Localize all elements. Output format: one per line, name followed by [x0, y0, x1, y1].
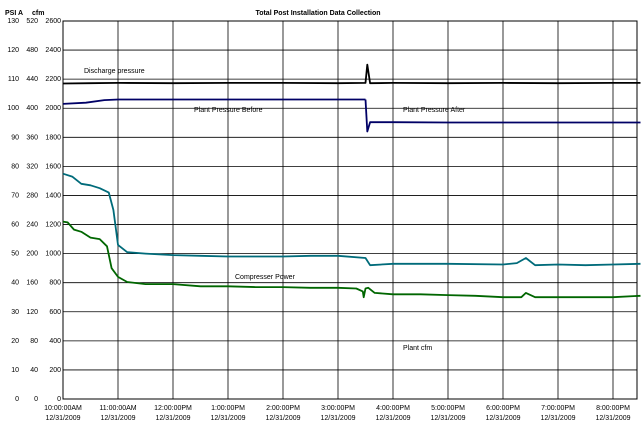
y-tick-label-psi: 10	[11, 367, 19, 374]
y-tick-label-kw: 160	[26, 280, 38, 287]
series-layer	[62, 63, 641, 299]
y-tick-label-psi: 130	[7, 18, 19, 25]
x-tick-date: 12/31/2009	[485, 415, 520, 422]
y-tick-label-kw: 120	[26, 309, 38, 316]
x-tick-date: 12/31/2009	[45, 415, 80, 422]
y-tick-label-kw: 280	[26, 192, 38, 199]
y-tick-label-kw: 360	[26, 134, 38, 141]
annotation-discharge-pressure: Discharge pressure	[84, 68, 145, 75]
series-line-plant-cfm	[62, 172, 641, 267]
y-tick-label-psi: 0	[15, 396, 19, 403]
x-tick-time: 6:00:00PM	[486, 405, 520, 412]
y-tick-label-psi: 80	[11, 163, 19, 170]
x-tick-time: 5:00:00PM	[431, 405, 465, 412]
y-tick-label-kw: 440	[26, 76, 38, 83]
y-tick-label-kw: 320	[26, 163, 38, 170]
y-tick-label-cfm: 2600	[45, 18, 61, 25]
y-tick-label-cfm: 400	[49, 338, 61, 345]
y-tick-label-psi: 100	[7, 105, 19, 112]
plot-area	[62, 20, 638, 400]
annotation-compresser-power: Compresser Power	[235, 274, 296, 281]
x-tick-date: 12/31/2009	[265, 415, 300, 422]
x-tick-time: 8:00:00PM	[596, 405, 630, 412]
y-tick-label-psi: 110	[8, 76, 19, 83]
x-tick-date: 12/31/2009	[375, 415, 410, 422]
y-tick-label-psi: 50	[11, 251, 19, 258]
y-tick-label-psi: 70	[11, 192, 19, 199]
y-tick-label-cfm: 1600	[45, 163, 61, 170]
y-tick-label-cfm: 800	[49, 280, 61, 287]
x-tick-time: 1:00:00PM	[211, 405, 245, 412]
series-line-compresser-power	[62, 220, 641, 299]
y-tick-label-cfm: 0	[57, 396, 61, 403]
plot-frame	[62, 20, 638, 400]
y-tick-label-psi: 30	[11, 309, 19, 316]
x-tick-time: 10:00:00AM	[44, 405, 82, 412]
series-line-plant-pressure-before	[62, 98, 366, 105]
y-tick-label-cfm: 2400	[45, 47, 61, 54]
y-axis-ticks: 1301201101009080706050403020100520480440…	[7, 18, 61, 403]
y-tick-label-cfm: 1000	[45, 251, 61, 258]
x-tick-time: 11:00:00AM	[99, 405, 136, 412]
y-tick-label-cfm: 1800	[45, 134, 61, 141]
y-tick-label-kw: 200	[26, 251, 38, 258]
series-line-plant-pressure-after	[364, 99, 641, 133]
y-tick-label-cfm: 200	[49, 367, 61, 374]
x-tick-date: 12/31/2009	[100, 415, 135, 422]
x-tick-date: 12/31/2009	[210, 415, 245, 422]
x-tick-date: 12/31/2009	[155, 415, 190, 422]
annotation-plant-cfm: Plant cfm	[403, 345, 432, 352]
chart-title: Total Post Installation Data Collection	[255, 10, 380, 17]
y-tick-label-kw: 400	[26, 105, 38, 112]
x-tick-time: 4:00:00PM	[376, 405, 410, 412]
y-tick-label-kw: 240	[26, 222, 38, 229]
y-tick-label-cfm: 600	[49, 309, 61, 316]
psi-axis-header: PSI A	[5, 10, 23, 17]
annotation-plant-pressure-before: Plant Pressure Before	[194, 107, 263, 114]
x-tick-time: 7:00:00PM	[541, 405, 575, 412]
x-tick-date: 12/31/2009	[595, 415, 630, 422]
annotation-layer: Discharge pressure Plant Pressure Before…	[84, 68, 466, 352]
y-tick-label-cfm: 2200	[45, 76, 61, 83]
series-line-discharge-pressure	[62, 63, 641, 85]
x-tick-date: 12/31/2009	[320, 415, 355, 422]
x-tick-date: 12/31/2009	[430, 415, 465, 422]
y-tick-label-cfm: 1200	[45, 222, 61, 229]
y-tick-label-kw: 480	[26, 47, 38, 54]
y-tick-label-cfm: 1400	[45, 192, 61, 199]
x-axis-ticks: 10:00:00AM 12/31/2009 11:00:00AM 12/31/2009…	[44, 405, 630, 422]
y-tick-label-psi: 60	[11, 222, 19, 229]
x-tick-time: 3:00:00PM	[321, 405, 355, 412]
y-tick-label-kw: 520	[26, 18, 38, 25]
annotation-plant-pressure-after: Plant Pressure After	[403, 107, 466, 114]
y-tick-label-psi: 120	[7, 47, 19, 54]
cfm-axis-header: cfm	[32, 10, 44, 17]
y-tick-label-psi: 20	[11, 338, 19, 345]
y-tick-label-kw: 40	[30, 367, 38, 374]
y-tick-label-kw: 80	[30, 338, 38, 345]
x-tick-date: 12/31/2009	[540, 415, 575, 422]
y-tick-label-cfm: 2000	[45, 105, 61, 112]
y-tick-label-psi: 90	[11, 134, 19, 141]
y-tick-label-kw: 0	[34, 396, 38, 403]
x-tick-time: 12:00:00PM	[154, 405, 192, 412]
y-tick-label-psi: 40	[11, 280, 19, 287]
x-tick-time: 2:00:00PM	[266, 405, 300, 412]
